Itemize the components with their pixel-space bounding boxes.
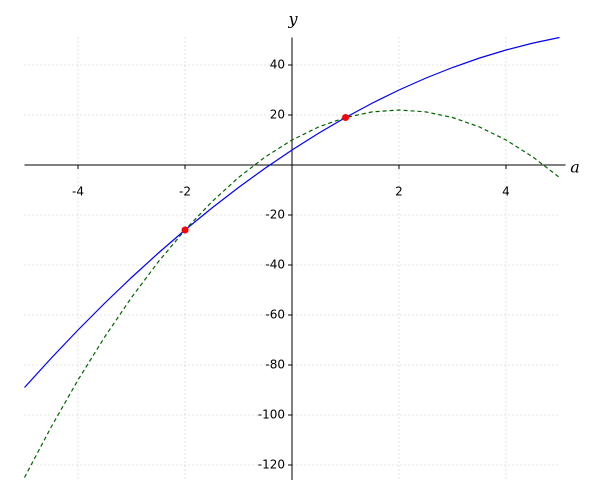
y-tick-label: 20: [270, 108, 285, 122]
y-axis-title: y: [287, 10, 298, 29]
intersection-point: [342, 114, 349, 121]
y-tick-label: -40: [265, 258, 285, 272]
x-tick-label: -2: [179, 185, 191, 199]
series-line: [24, 36, 560, 388]
y-tick-label: -120: [258, 458, 285, 472]
x-tick-label: 2: [395, 185, 403, 199]
x-tick-label: -4: [72, 185, 84, 199]
y-tick-label: -60: [265, 308, 285, 322]
y-tick-label: 40: [270, 58, 285, 72]
y-tick-label: -100: [258, 408, 285, 422]
x-axis-title: a: [570, 158, 580, 177]
y-tick-label: -80: [265, 358, 285, 372]
intersection-point: [181, 226, 189, 234]
x-tick-label: 4: [502, 185, 510, 199]
series-line: [23, 109, 560, 478]
y-tick-label: -20: [265, 208, 285, 222]
